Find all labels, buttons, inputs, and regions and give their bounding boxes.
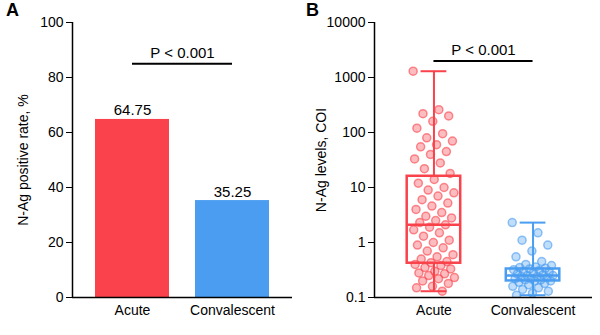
- svg-text:N-Ag levels, COI: N-Ag levels, COI: [313, 108, 329, 212]
- svg-text:64.75: 64.75: [114, 101, 152, 118]
- svg-text:10: 10: [350, 179, 366, 195]
- svg-text:80: 80: [48, 69, 64, 85]
- svg-text:1000: 1000: [334, 69, 365, 85]
- svg-text:P < 0.001: P < 0.001: [150, 44, 214, 61]
- svg-text:1: 1: [358, 234, 366, 250]
- svg-text:100: 100: [342, 124, 366, 140]
- svg-text:Convalescent: Convalescent: [491, 302, 576, 318]
- html-text:A: A: [6, 0, 19, 20]
- svg-text:0.1: 0.1: [346, 289, 366, 305]
- svg-text:35.25: 35.25: [214, 183, 252, 200]
- svg-text:P < 0.001: P < 0.001: [451, 41, 515, 58]
- svg-text:Convalescent: Convalescent: [190, 302, 275, 318]
- svg-text:60: 60: [48, 124, 64, 140]
- svg-text:100: 100: [40, 14, 64, 30]
- svg-text:40: 40: [48, 179, 64, 195]
- svg-text:10000: 10000: [327, 14, 366, 30]
- html-text:B: B: [306, 0, 319, 20]
- svg-text:N-Ag positive rate, %: N-Ag positive rate, %: [15, 94, 31, 226]
- svg-text:0: 0: [56, 289, 64, 305]
- svg-text:20: 20: [48, 234, 64, 250]
- svg-text:Acute: Acute: [416, 302, 452, 318]
- svg-text:Acute: Acute: [115, 302, 151, 318]
